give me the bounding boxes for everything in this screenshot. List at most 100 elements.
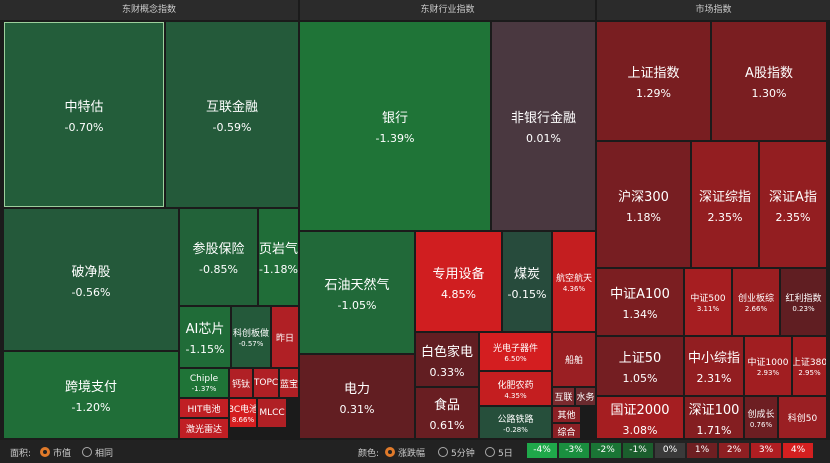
tile[interactable]: 互联 (553, 388, 574, 405)
tile-name: 银行 (381, 111, 408, 126)
tile-change: -0.59% (212, 120, 252, 134)
tile[interactable]: 综合 (553, 424, 580, 438)
tile-name: 上证380 (793, 358, 826, 368)
tile[interactable]: 中小综指 2.31% (685, 337, 743, 395)
tile[interactable]: HIT电池 (180, 399, 228, 417)
tile[interactable]: TOPC (254, 369, 278, 397)
tile[interactable]: 中证1000 2.93% (745, 337, 791, 395)
tile[interactable]: 非银行金融 0.01% (492, 22, 595, 230)
tile-name: 中小综指 (687, 351, 740, 366)
tile-name: 科创50 (787, 414, 818, 424)
tile[interactable]: 中特估 -0.70% (4, 22, 164, 207)
tile[interactable]: AI芯片 -1.15% (180, 307, 230, 367)
tile[interactable]: 食品 0.61% (416, 388, 478, 438)
tile[interactable]: 红利指数 0.23% (781, 269, 826, 335)
tile[interactable]: 破净股 -0.56% (4, 209, 178, 350)
tile[interactable]: Chiple -1.37% (180, 369, 228, 397)
tile[interactable]: 中证A100 1.34% (597, 269, 683, 335)
color-option[interactable]: 5日 (485, 446, 513, 459)
legend-swatch: 3% (751, 443, 781, 458)
tile[interactable]: 页岩气 -1.18% (259, 209, 298, 305)
tile-change: 1.34% (622, 308, 658, 321)
legend-swatch: 0% (655, 443, 685, 458)
tile[interactable]: 公路铁路 -0.28% (480, 407, 551, 438)
tile[interactable]: 银行 -1.39% (300, 22, 490, 230)
tile[interactable]: A股指数 1.30% (712, 22, 826, 140)
tile[interactable]: 航空航天 4.36% (553, 232, 595, 331)
tile[interactable]: 沪深300 1.18% (597, 142, 690, 267)
tile-name: 跨境支付 (64, 380, 117, 395)
tile[interactable]: MLCC (258, 399, 286, 427)
legend-swatch: -2% (591, 443, 621, 458)
legend-swatch: -4% (527, 443, 557, 458)
tile-name: 深证A指 (769, 189, 817, 205)
tile-change: -1.15% (185, 343, 225, 356)
area-option[interactable]: 市值 (40, 446, 71, 459)
tile[interactable]: 深证100 1.71% (685, 397, 743, 438)
tile[interactable]: 创业板综 2.66% (733, 269, 779, 335)
tile-name: 上证指数 (627, 66, 680, 81)
tile-change: -1.18% (259, 263, 298, 276)
tile-name: 航空航天 (555, 273, 592, 284)
tile[interactable]: 船舶 (553, 333, 595, 386)
tile[interactable]: 光电子器件 6.50% (480, 333, 551, 370)
tile-change: 2.95% (798, 369, 821, 377)
tile-name: MLCC (259, 408, 285, 418)
tile[interactable]: 昨日 (272, 307, 298, 367)
tile[interactable]: 上证50 1.05% (597, 337, 683, 395)
tile-name: 参股保险 (192, 242, 245, 257)
legend-swatch: -3% (559, 443, 589, 458)
tile-name: 上证50 (618, 351, 662, 366)
tile-change: 1.71% (696, 423, 732, 437)
footer-bar: 面积: 市值 相同 颜色: 涨跌幅 5分钟 5日 -4% -3% -2% -1% 0% 1… (0, 440, 830, 463)
tile[interactable]: 参股保险 -0.85% (180, 209, 257, 305)
tile-change: 1.18% (626, 210, 661, 224)
tile-name: A股指数 (745, 66, 793, 81)
tile[interactable]: BC电池 8.66% (230, 399, 256, 427)
tile-change: -1.39% (375, 132, 415, 145)
tile[interactable]: 白色家电 0.33% (416, 333, 478, 386)
tile-name: 激光雷达 (185, 425, 222, 435)
tile[interactable]: 其他 (553, 407, 580, 422)
tile-change: 0.61% (429, 419, 465, 432)
tile[interactable]: 创成长 0.76% (745, 397, 777, 438)
tile[interactable]: 上证380 2.95% (793, 337, 826, 395)
tile[interactable]: 国证2000 3.08% (597, 397, 683, 438)
color-option[interactable]: 5分钟 (438, 446, 475, 459)
tile-change: 1.29% (636, 87, 671, 100)
tile-name: 公路铁路 (497, 414, 534, 425)
tile[interactable]: 钙钛 (230, 369, 252, 397)
tile[interactable]: 电力 0.31% (300, 355, 414, 438)
tile-change: 8.66% (231, 416, 255, 424)
tile-name: 食品 (433, 398, 460, 413)
tile-name: 深证100 (688, 402, 740, 418)
tile[interactable]: 上证指数 1.29% (597, 22, 710, 140)
tile[interactable]: 石油天然气 -1.05% (300, 232, 414, 353)
area-option[interactable]: 相同 (82, 446, 113, 459)
tile[interactable]: 煤炭 -0.15% (503, 232, 551, 331)
tile[interactable]: 蓝宝 (280, 369, 298, 397)
tile-change: 1.30% (751, 87, 787, 100)
tile[interactable]: 激光雷达 (180, 419, 228, 438)
legend-swatch: 2% (719, 443, 749, 458)
tile[interactable]: 互联金融 -0.59% (166, 22, 298, 207)
tile[interactable]: 化肥农药 4.35% (480, 372, 551, 405)
tile[interactable]: 专用设备 4.85% (416, 232, 501, 331)
tile-name: 非银行金融 (510, 111, 576, 126)
tile-name: 页岩气 (259, 242, 298, 257)
tile[interactable]: 科创板做 -0.57% (232, 307, 270, 367)
tile[interactable]: 深证综指 2.35% (692, 142, 758, 267)
tile-change: 0.33% (429, 365, 465, 379)
tile[interactable]: 水务 (576, 388, 595, 405)
tile[interactable]: 深证A指 2.35% (760, 142, 826, 267)
tile[interactable]: 中证500 3.11% (685, 269, 731, 335)
tile-change: 4.36% (562, 284, 586, 293)
tile-change: -0.57% (238, 340, 264, 348)
tile-change: -0.15% (507, 287, 547, 301)
tile-change: 2.93% (756, 369, 780, 377)
tile-name: 破净股 (71, 264, 111, 280)
tile[interactable]: 跨境支付 -1.20% (4, 352, 178, 438)
color-option[interactable]: 涨跌幅 (385, 446, 425, 459)
tile-name: 综合 (557, 427, 576, 438)
tile[interactable]: 科创50 (779, 397, 826, 438)
